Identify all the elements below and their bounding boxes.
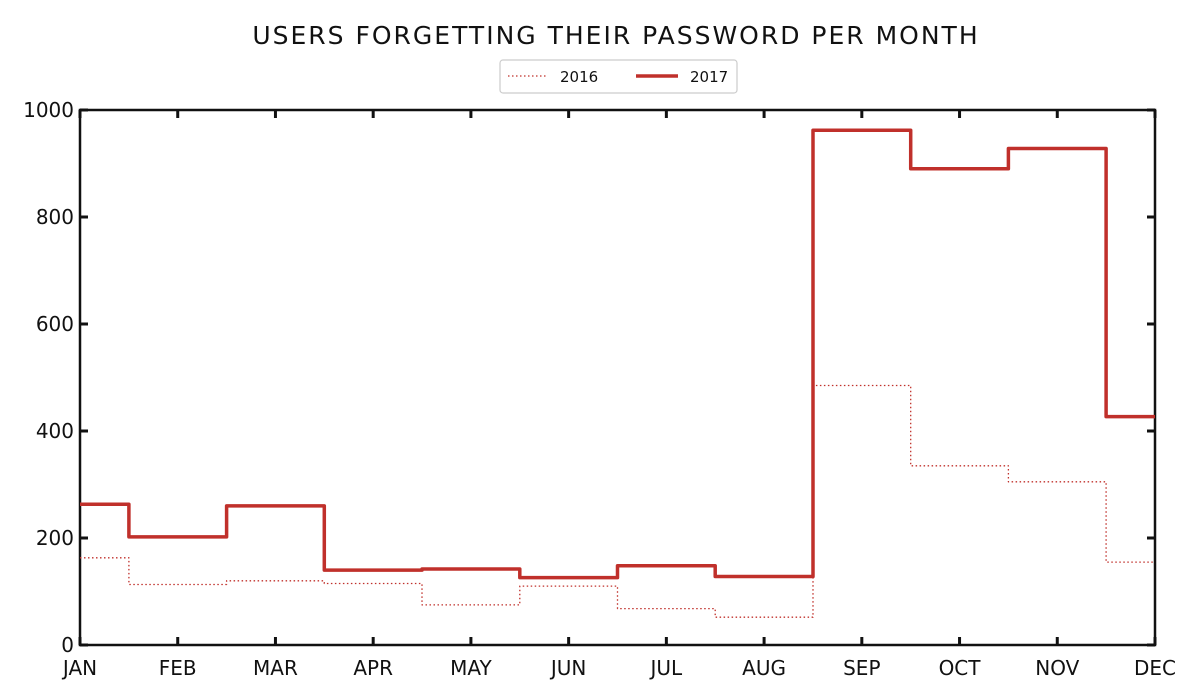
y-tick-label: 400 [36,419,74,443]
x-tick-label: APR [353,656,393,680]
x-tick-label: MAR [253,656,298,680]
chart-title: USERS FORGETTING THEIR PASSWORD PER MONT… [252,21,979,50]
x-tick-label: JAN [61,656,97,680]
x-tick-label: SEP [843,656,880,680]
legend-label-2016: 2016 [560,68,598,86]
series-line-2017 [80,128,1155,580]
x-tick-label: DEC [1134,656,1176,680]
series-line-2016 [80,384,1155,618]
legend-box [499,59,738,94]
y-tick-label: 600 [36,312,74,336]
x-tick-label: AUG [742,656,786,680]
x-tick-label: MAY [450,656,492,680]
y-tick-label: 800 [36,205,74,229]
plot-area: JAN FEB MAR APR MAY JUN JUL AUG SEP OCT NOV DEC 0 200… [23,98,1176,680]
axes-frame [78,108,1157,647]
x-tick-label: JUN [549,656,587,680]
x-tick-label: JUL [649,656,684,680]
legend: 2016 2017 [499,59,738,94]
y-tick-label: 1000 [23,98,74,122]
legend-label-2017: 2017 [690,68,728,86]
x-tick-label: NOV [1035,656,1079,680]
y-tick-label: 200 [36,526,74,550]
x-tick-label: FEB [159,656,197,680]
x-tick-label: OCT [939,656,982,680]
y-tick-label: 0 [61,633,74,657]
